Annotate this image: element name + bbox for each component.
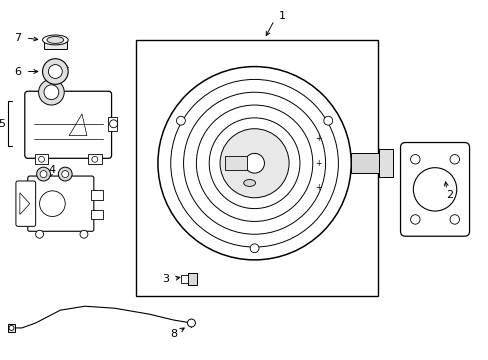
Circle shape: [323, 116, 332, 125]
FancyBboxPatch shape: [400, 143, 468, 236]
Circle shape: [250, 244, 259, 253]
Circle shape: [92, 156, 98, 162]
Bar: [378, 149, 392, 177]
Text: +: +: [315, 183, 321, 192]
Circle shape: [42, 59, 68, 84]
Circle shape: [39, 156, 44, 162]
Circle shape: [449, 215, 459, 224]
Ellipse shape: [42, 35, 68, 45]
FancyBboxPatch shape: [25, 91, 111, 158]
Circle shape: [220, 129, 288, 198]
Ellipse shape: [243, 180, 255, 186]
Circle shape: [58, 167, 72, 181]
Text: 3: 3: [162, 274, 169, 284]
Circle shape: [176, 116, 185, 125]
Ellipse shape: [47, 36, 63, 44]
Circle shape: [39, 80, 64, 105]
Bar: [136, 40, 377, 296]
Circle shape: [37, 167, 50, 181]
Circle shape: [109, 120, 117, 128]
Circle shape: [449, 154, 459, 164]
Bar: [107, 117, 117, 131]
Bar: [35, 154, 48, 164]
Bar: [91, 190, 102, 200]
Text: +: +: [315, 134, 321, 143]
Circle shape: [36, 230, 43, 238]
Text: 7: 7: [14, 33, 21, 43]
FancyBboxPatch shape: [28, 176, 94, 231]
Circle shape: [187, 319, 195, 327]
Circle shape: [48, 64, 62, 78]
Text: 5: 5: [0, 119, 5, 129]
Bar: [187, 273, 197, 284]
Text: 1: 1: [278, 11, 285, 21]
Bar: [91, 210, 102, 220]
Text: 6: 6: [14, 67, 21, 77]
Circle shape: [410, 215, 419, 224]
Circle shape: [244, 153, 264, 173]
Text: 4: 4: [49, 165, 56, 175]
Text: +: +: [315, 159, 321, 168]
Circle shape: [61, 171, 68, 177]
Text: 2: 2: [446, 190, 452, 200]
Bar: [8, 324, 15, 332]
Circle shape: [410, 154, 419, 164]
Bar: [350, 153, 378, 173]
Circle shape: [80, 230, 88, 238]
Circle shape: [40, 171, 47, 177]
Bar: [88, 154, 102, 164]
Bar: [43, 40, 67, 49]
Bar: [224, 156, 246, 170]
Bar: [180, 275, 188, 283]
Circle shape: [9, 325, 14, 330]
Text: 8: 8: [170, 329, 177, 339]
FancyBboxPatch shape: [16, 181, 36, 226]
Circle shape: [44, 85, 59, 100]
